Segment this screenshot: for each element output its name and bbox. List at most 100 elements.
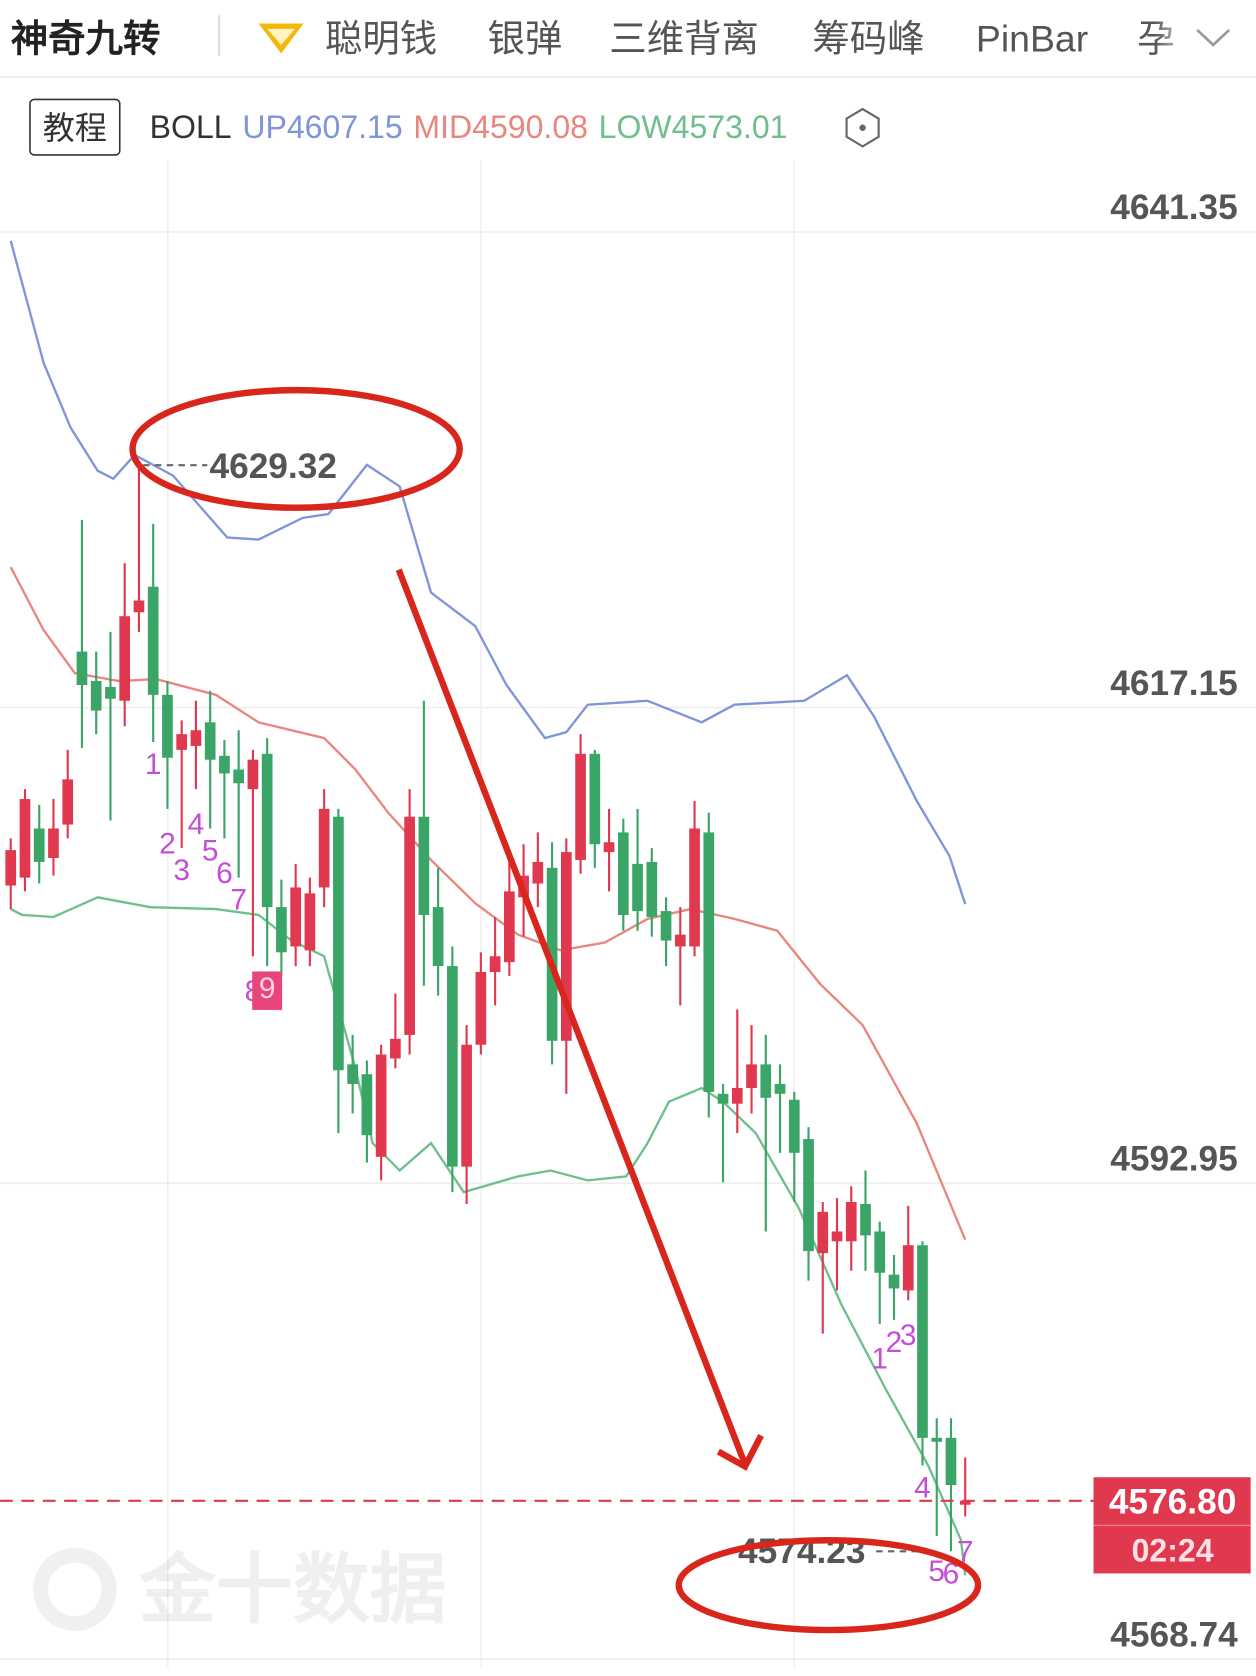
candle-body xyxy=(589,753,601,845)
tab[interactable]: PinBar xyxy=(976,17,1088,59)
expand-chevron[interactable] xyxy=(1196,28,1231,47)
td-count: 6 xyxy=(216,857,233,890)
candle-body xyxy=(860,1203,871,1236)
candle-body xyxy=(147,586,159,695)
indicator-name: BOLL xyxy=(150,109,232,145)
tab[interactable]: 聪明钱 xyxy=(325,17,437,59)
candle-body xyxy=(660,911,672,941)
current-price-label: 4576.80 xyxy=(1109,1483,1236,1522)
td-count: 4 xyxy=(914,1471,931,1504)
candle-body xyxy=(902,1245,914,1291)
candle-body xyxy=(546,867,558,1041)
candle-body xyxy=(817,1211,829,1254)
candle-body xyxy=(290,887,301,947)
candle-body xyxy=(504,891,515,963)
candle-body xyxy=(276,907,287,953)
tutorial-label[interactable]: 教程 xyxy=(43,110,107,146)
candle-body xyxy=(945,1437,957,1486)
candle-body xyxy=(874,1231,886,1273)
legend-value: 4607.15 xyxy=(287,109,403,145)
candle-body xyxy=(959,1500,971,1505)
legend-name: LOW xyxy=(599,109,673,145)
candle-body xyxy=(204,722,216,760)
td-count: 3 xyxy=(900,1319,917,1352)
legend-mid: MID4590.08 xyxy=(413,109,588,145)
candle-body xyxy=(674,934,686,947)
candle-body xyxy=(831,1231,843,1242)
candle-body xyxy=(917,1245,928,1438)
legend-value: 4573.01 xyxy=(672,109,788,145)
tab[interactable]: 筹码峰 xyxy=(812,17,924,59)
candle-body xyxy=(162,694,173,758)
candle-body xyxy=(888,1274,900,1289)
candle-body xyxy=(703,832,715,1092)
td-count: 9 xyxy=(259,972,276,1005)
candle-body xyxy=(418,816,430,915)
high-mark: 4629.32 xyxy=(209,447,336,486)
candle-body xyxy=(219,755,230,774)
candle-body xyxy=(176,734,188,750)
td-count: 7 xyxy=(957,1535,974,1568)
candle-body xyxy=(803,1139,814,1252)
candle-body xyxy=(746,1064,757,1088)
tutorial-button[interactable] xyxy=(29,98,121,156)
candle-body xyxy=(774,1084,786,1094)
y-tick-label: 4568.74 xyxy=(1110,1615,1238,1654)
watermark-text: 金十数据 xyxy=(138,1547,447,1633)
td-count: 6 xyxy=(943,1557,960,1590)
td-highlight xyxy=(252,971,283,1010)
legend-name: UP xyxy=(242,109,287,145)
candle-body xyxy=(76,651,88,686)
candle-body xyxy=(489,956,501,972)
candle-body xyxy=(603,842,615,853)
candle-body xyxy=(190,730,202,746)
tab[interactable]: 银弹 xyxy=(487,17,562,59)
y-tick-label: 4641.35 xyxy=(1110,188,1237,227)
vertical-grid xyxy=(167,160,796,1668)
candle-body xyxy=(560,852,572,1041)
candle-body xyxy=(62,779,74,825)
y-tick-label: 4592.95 xyxy=(1110,1139,1237,1178)
candle-body xyxy=(475,971,487,1045)
watermark: 金十数据 xyxy=(33,1547,447,1633)
candle-body xyxy=(760,1064,772,1098)
candle-body xyxy=(845,1201,857,1242)
plot: 4568.744592.954617.154641.35123456789123… xyxy=(0,188,1256,1660)
legend-value: 4590.08 xyxy=(472,109,588,145)
candle-body xyxy=(318,808,330,888)
candle-body xyxy=(247,759,259,790)
candle-body xyxy=(404,816,415,1035)
candle-body xyxy=(105,686,116,699)
candle-body xyxy=(233,769,245,784)
candle-body xyxy=(375,1054,387,1157)
tab-active[interactable]: 神奇九转 xyxy=(11,17,161,59)
td-count: 2 xyxy=(159,828,176,861)
candle-body xyxy=(931,1437,943,1442)
tab[interactable]: 三维背离 xyxy=(609,17,759,59)
y-tick-label: 4617.15 xyxy=(1110,664,1237,703)
td-count: 1 xyxy=(145,748,162,781)
candle-body xyxy=(447,966,458,1167)
candle-body xyxy=(390,1038,401,1059)
td-count: 5 xyxy=(928,1555,945,1588)
legend-low: LOW4573.01 xyxy=(599,109,788,145)
candle-body xyxy=(48,828,59,858)
candle-body xyxy=(119,616,131,701)
settings-icon[interactable] xyxy=(845,107,880,148)
candle-body xyxy=(261,753,273,908)
td-count: 2 xyxy=(886,1326,903,1359)
td-count: 5 xyxy=(202,835,219,868)
td-count: 1 xyxy=(871,1343,888,1376)
candle-body xyxy=(432,907,444,967)
candle-body xyxy=(361,1074,373,1136)
candle-body xyxy=(731,1087,743,1104)
candle-body xyxy=(90,681,102,711)
td-count: 4 xyxy=(188,808,205,841)
candle-body xyxy=(333,816,344,1071)
annotation-drawing xyxy=(129,386,982,1634)
candle-body xyxy=(347,1064,358,1085)
tab-bar: 神奇九转 聪明钱 银弹 三维背离 筹码峰 PinBar 孕 xyxy=(0,0,1256,79)
band-line xyxy=(9,566,967,1241)
